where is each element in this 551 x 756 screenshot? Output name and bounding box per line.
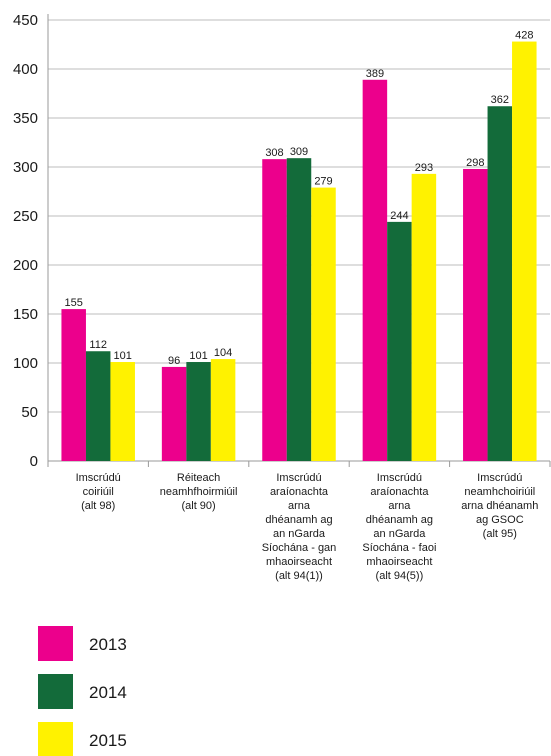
legend-swatch-2014: [38, 674, 73, 709]
bar-value-label: 362: [491, 94, 509, 106]
bar-2014-2: [287, 158, 312, 461]
legend-label: 2014: [89, 683, 127, 702]
category-label-line: Réiteach: [177, 472, 220, 484]
y-tick-label: 150: [13, 306, 38, 323]
category-label-line: Imscrúdú: [276, 472, 321, 484]
bar-value-label: 308: [265, 147, 283, 159]
y-tick-label: 400: [13, 61, 38, 78]
category-label-line: ag GSOC: [476, 514, 524, 526]
bar-value-label: 428: [515, 30, 533, 42]
category-label-line: Imscrúdú: [477, 472, 522, 484]
bar-2015-4: [512, 42, 537, 461]
legend: 2013 2014 2015: [38, 626, 127, 756]
bars: [61, 42, 536, 461]
category-label-line: mhaoirseacht: [266, 556, 332, 568]
bar-2014-4: [488, 106, 513, 461]
category-label: Imscrúdú coiriúil (alt 98): [76, 472, 121, 512]
category-label-line: (alt 94(5)): [376, 570, 424, 582]
bar-value-label: 298: [466, 157, 484, 169]
bar-value-label: 101: [114, 350, 132, 362]
y-tick-label: 50: [21, 404, 38, 421]
bar-2014-3: [387, 222, 412, 461]
bar-2015-1: [211, 359, 236, 461]
category-label-line: araíonachta: [270, 486, 329, 498]
y-tick-label: 300: [13, 159, 38, 176]
category-label: Imscrúdú neamhchoiriúil arna dhéanamh ag GS…: [461, 472, 538, 540]
bar-2013-2: [262, 159, 287, 461]
y-tick-label: 350: [13, 110, 38, 127]
bar-value-label: 293: [415, 162, 433, 174]
bar-2015-2: [311, 188, 336, 461]
bar-2013-4: [463, 169, 488, 461]
y-tick-label: 250: [13, 208, 38, 225]
bar-value-label: 104: [214, 347, 232, 359]
legend-label: 2015: [89, 731, 127, 750]
bar-2015-3: [412, 174, 437, 461]
category-label-line: mhaoirseacht: [366, 556, 432, 568]
category-label-line: arna dhéanamh: [461, 500, 538, 512]
bar-2014-0: [86, 351, 111, 461]
category-label-line: neamhchoiriúil: [464, 486, 535, 498]
legend-swatch-2015: [38, 722, 73, 756]
bar-value-label: 96: [168, 355, 180, 367]
bar-value-label: 309: [290, 146, 308, 158]
category-label-line: an nGarda: [273, 528, 326, 540]
bar-value-label: 244: [390, 210, 408, 222]
category-label-line: arna: [388, 500, 411, 512]
bar-2013-0: [61, 309, 85, 461]
y-tick-label: 450: [13, 12, 38, 29]
category-label: Imscrúdú araíonachta arna dhéanamh ag an nGa…: [362, 472, 436, 582]
bar-2015-0: [110, 362, 135, 461]
bar-value-label: 389: [366, 68, 384, 80]
y-tick-label: 0: [30, 453, 38, 470]
bar-2014-1: [186, 362, 211, 461]
category-label-line: (alt 94(1)): [275, 570, 323, 582]
bar-value-label: 155: [65, 297, 83, 309]
category-label-line: an nGarda: [373, 528, 426, 540]
category-labels: Imscrúdú coiriúil (alt 98) Réiteach neamhfho…: [76, 472, 539, 582]
category-label-line: (alt 95): [483, 528, 517, 540]
category-label-line: (alt 90): [181, 500, 215, 512]
category-label-line: dhéanamh ag: [366, 514, 433, 526]
category-label-line: arna: [288, 500, 311, 512]
bar-2013-1: [162, 367, 187, 461]
category-label: Imscrúdú araíonachta arna dhéanamh ag an nGa…: [262, 472, 337, 582]
category-label-line: araíonachta: [370, 486, 429, 498]
category-label-line: Imscrúdú: [377, 472, 422, 484]
category-label-line: Síochána - gan: [262, 542, 337, 554]
category-label-line: coiriúil: [83, 486, 114, 498]
bar-value-label: 112: [89, 339, 107, 351]
bar-value-label: 101: [189, 350, 207, 362]
category-label-line: Imscrúdú: [76, 472, 121, 484]
legend-swatch-2013: [38, 626, 73, 661]
category-label-line: dhéanamh ag: [265, 514, 332, 526]
bar-2013-3: [363, 80, 388, 461]
category-label-line: Síochána - faoi: [362, 542, 436, 554]
y-tick-label: 200: [13, 257, 38, 274]
category-label-line: (alt 98): [81, 500, 115, 512]
legend-label: 2013: [89, 635, 127, 654]
category-label-line: neamhfhoirmiúil: [160, 486, 238, 498]
y-tick-label: 100: [13, 355, 38, 372]
category-label: Réiteach neamhfhoirmiúil (alt 90): [160, 472, 238, 512]
bar-value-label: 279: [314, 176, 332, 188]
